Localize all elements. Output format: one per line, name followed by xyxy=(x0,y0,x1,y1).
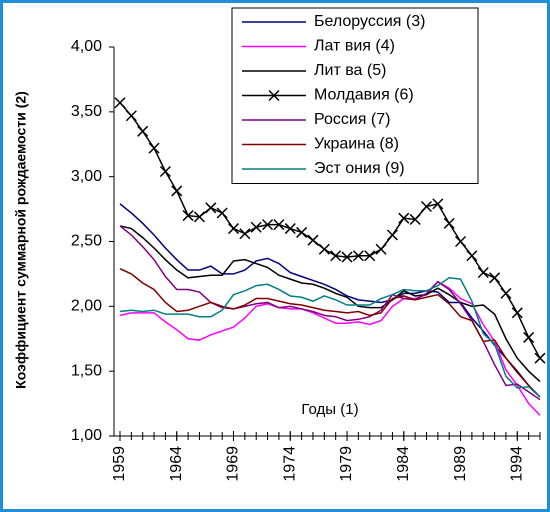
series-marker xyxy=(273,219,285,231)
series-marker xyxy=(420,200,433,213)
series-marker xyxy=(352,250,364,262)
series-marker xyxy=(114,97,126,109)
series-marker xyxy=(443,217,455,229)
legend-label: Молдавия (6) xyxy=(314,87,414,104)
x-tick-label: 1989 xyxy=(452,446,469,482)
y-tick-label: 3,00 xyxy=(71,168,102,185)
series-line xyxy=(119,277,541,398)
series-marker xyxy=(171,185,183,197)
legend-label: Россия (7) xyxy=(314,111,390,128)
x-axis-title: Годы (1) xyxy=(301,401,358,418)
x-tick-label: 1974 xyxy=(281,446,298,482)
series-marker xyxy=(432,198,444,210)
y-tick-label: 2,50 xyxy=(71,233,102,250)
series-marker xyxy=(500,287,512,299)
series-marker xyxy=(341,251,353,263)
series-marker xyxy=(262,219,274,231)
series-marker xyxy=(239,228,251,240)
legend-label: Украина (8) xyxy=(314,136,399,153)
legend-label: Лат вия (4) xyxy=(314,38,395,55)
series-marker xyxy=(386,229,398,241)
series-marker xyxy=(125,110,137,122)
series-marker xyxy=(159,165,171,178)
y-axis-title: Коэффициент суммарной рождаемости (2) xyxy=(13,91,29,389)
legend-label: Эст ония (9) xyxy=(314,160,405,177)
series-marker xyxy=(284,223,296,235)
series-marker xyxy=(398,212,410,224)
legend-label: Белоруссия (3) xyxy=(314,13,425,30)
legend-label: Лит ва (5) xyxy=(314,62,386,79)
series-marker xyxy=(466,250,478,262)
y-tick-label: 1,00 xyxy=(71,427,102,444)
x-tick-label: 1979 xyxy=(338,446,355,482)
x-tick-label: 1969 xyxy=(225,446,242,482)
series-marker xyxy=(182,210,194,222)
legend-marker xyxy=(268,89,280,102)
series-marker xyxy=(523,331,535,343)
series-marker xyxy=(409,213,421,225)
series-line xyxy=(119,268,541,398)
series-marker xyxy=(148,142,160,154)
series-marker xyxy=(227,223,240,235)
x-tick-label: 1959 xyxy=(111,446,128,482)
series-line xyxy=(119,225,541,401)
series-marker xyxy=(307,234,319,246)
series-marker xyxy=(296,226,308,238)
series-marker xyxy=(489,272,501,284)
series-marker xyxy=(330,250,342,262)
x-tick-label: 1984 xyxy=(395,446,412,482)
y-tick-label: 3,50 xyxy=(71,103,102,120)
series-line xyxy=(119,225,541,383)
series-marker xyxy=(511,307,523,319)
series-marker xyxy=(193,211,205,223)
series-marker xyxy=(216,207,228,219)
x-tick-label: 1994 xyxy=(509,446,526,482)
series-marker xyxy=(137,125,149,137)
series-marker xyxy=(364,250,376,262)
series-marker xyxy=(318,243,330,255)
x-tick-label: 1964 xyxy=(168,446,185,482)
series-marker xyxy=(534,352,546,364)
series-marker xyxy=(455,235,467,248)
series-marker xyxy=(205,202,217,214)
y-tick-label: 4,00 xyxy=(71,38,102,55)
series-marker xyxy=(477,267,489,279)
y-tick-label: 1,50 xyxy=(71,362,102,379)
series-marker xyxy=(250,221,262,233)
y-tick-label: 2,00 xyxy=(71,298,102,315)
series-marker xyxy=(375,243,387,255)
series-line xyxy=(119,280,541,416)
series-line xyxy=(119,203,541,398)
